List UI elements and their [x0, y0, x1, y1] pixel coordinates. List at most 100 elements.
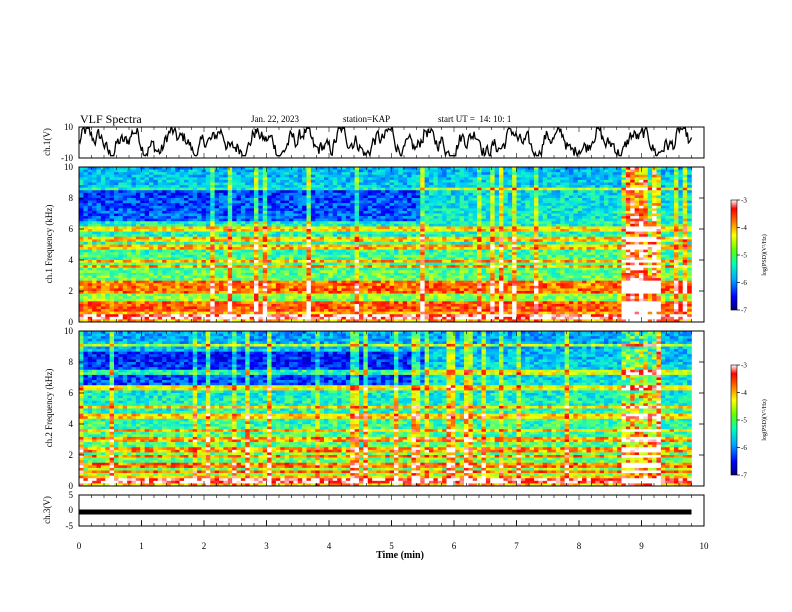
spectrogram-cell — [468, 223, 474, 227]
spectrogram-cell — [197, 205, 202, 209]
spectrogram-cell — [494, 203, 500, 207]
spectrogram-cell — [306, 190, 312, 194]
spectrogram-cell — [306, 239, 312, 243]
spectrogram-cell — [446, 185, 452, 188]
spectrogram-cell — [306, 249, 312, 253]
spectrogram-cell — [118, 192, 124, 196]
spectrogram-cell — [87, 208, 93, 212]
spectrogram-cell — [188, 179, 194, 183]
spectrogram-cell — [608, 244, 614, 248]
spectrogram-cell — [551, 169, 557, 173]
spectrogram-cell — [669, 192, 675, 196]
spectrogram-cell — [319, 172, 325, 176]
spectrogram-cell — [175, 221, 180, 225]
spectrogram-cell — [564, 185, 570, 188]
spectrogram-cell — [472, 198, 478, 201]
spectrogram-cell — [494, 244, 500, 248]
spectrogram-cell — [402, 226, 408, 230]
spectrogram-cell — [258, 216, 264, 219]
spectrogram-cell — [332, 226, 338, 230]
spectrogram-cell — [542, 234, 548, 238]
spectrogram-cell — [210, 223, 215, 227]
spectrogram-cell — [227, 169, 233, 173]
spectrogram-cell — [262, 198, 268, 201]
spectrogram-cell — [595, 213, 600, 217]
spectrogram-cell — [678, 203, 684, 207]
spectrogram-cell — [586, 185, 592, 188]
spectrogram-cell — [284, 203, 290, 207]
spectrogram-cell — [407, 249, 412, 253]
spectrogram-cell — [682, 252, 688, 256]
spectrogram-cell — [634, 200, 640, 204]
spectrogram-cell — [192, 185, 198, 188]
spectrogram-cell — [674, 236, 679, 240]
spectrogram-cell — [652, 236, 657, 240]
spectrogram-cell — [293, 241, 299, 245]
spectrogram-cell — [647, 200, 653, 204]
spectrogram-cell — [122, 205, 128, 209]
spectrogram-cell — [446, 244, 452, 248]
spectrogram-cell — [564, 198, 570, 201]
spectrogram-cell — [569, 167, 574, 170]
spectrogram-cell — [201, 236, 207, 240]
spectrogram-cell — [131, 254, 137, 258]
spectrogram-cell — [197, 187, 202, 191]
spectrogram-cell — [293, 208, 299, 212]
spectrogram-cell — [678, 208, 684, 212]
spectrogram-cell — [573, 241, 579, 245]
spectrogram-cell — [144, 241, 150, 245]
spectrogram-cell — [315, 257, 320, 261]
spectrogram-cell — [503, 198, 509, 201]
spectrogram-cell — [652, 249, 657, 253]
spectrogram-cell — [433, 177, 439, 181]
spectrogram-cell — [284, 179, 290, 183]
spectrogram-cell — [258, 252, 264, 256]
spectrogram-cell — [192, 229, 198, 232]
spectrogram-cell — [477, 239, 482, 243]
spectrogram-cell — [122, 210, 128, 214]
spectrogram-cell — [639, 254, 644, 258]
spectrogram-cell — [520, 218, 526, 222]
spectrogram-cell — [162, 241, 167, 245]
spectrogram-cell — [328, 239, 334, 243]
spectrogram-cell — [617, 221, 622, 225]
spectrogram-cell — [275, 174, 281, 178]
spectrogram-cell — [442, 195, 447, 199]
spectrogram-cell — [297, 213, 303, 217]
spectrogram-cell — [315, 216, 320, 219]
spectrogram-cell — [83, 174, 89, 178]
spectrogram-cell — [402, 241, 408, 245]
spectrogram-cell — [669, 231, 675, 235]
spectrogram-cell — [372, 167, 377, 170]
spectrogram-cell — [249, 179, 255, 183]
spectrogram-cell — [429, 247, 434, 250]
spectrogram-cell — [332, 198, 338, 201]
spectrogram-cell — [302, 174, 307, 178]
spectrogram-cell — [302, 190, 307, 194]
spectrogram-cell — [582, 182, 587, 186]
spectrogram-cell — [197, 200, 202, 204]
spectrogram-cell — [639, 239, 644, 243]
spectrogram-cell — [516, 208, 522, 212]
spectrogram-cell — [131, 257, 137, 261]
spectrogram-cell — [359, 190, 364, 194]
spectrogram-cell — [547, 174, 552, 178]
spectrogram-cell — [210, 210, 215, 214]
spectrogram-cell — [284, 192, 290, 196]
spectrogram-cell — [223, 252, 229, 256]
spectrogram-cell — [135, 185, 141, 188]
spectrogram-cell — [188, 257, 194, 261]
spectrogram-cell — [131, 226, 137, 230]
spectrogram-cell — [153, 216, 159, 219]
spectrogram-cell — [652, 210, 657, 214]
spectrogram-cell — [394, 213, 399, 217]
spectrogram-cell — [437, 229, 443, 232]
spectrogram-cell — [503, 247, 509, 250]
spectrogram-cell — [472, 167, 478, 170]
spectrogram-cell — [236, 252, 242, 256]
spectrogram-cell — [157, 223, 163, 227]
spectrogram-cell — [179, 195, 185, 199]
spectrogram-cell — [520, 192, 526, 196]
spectrogram-cell — [380, 226, 386, 230]
spectrogram-cell — [166, 223, 172, 227]
